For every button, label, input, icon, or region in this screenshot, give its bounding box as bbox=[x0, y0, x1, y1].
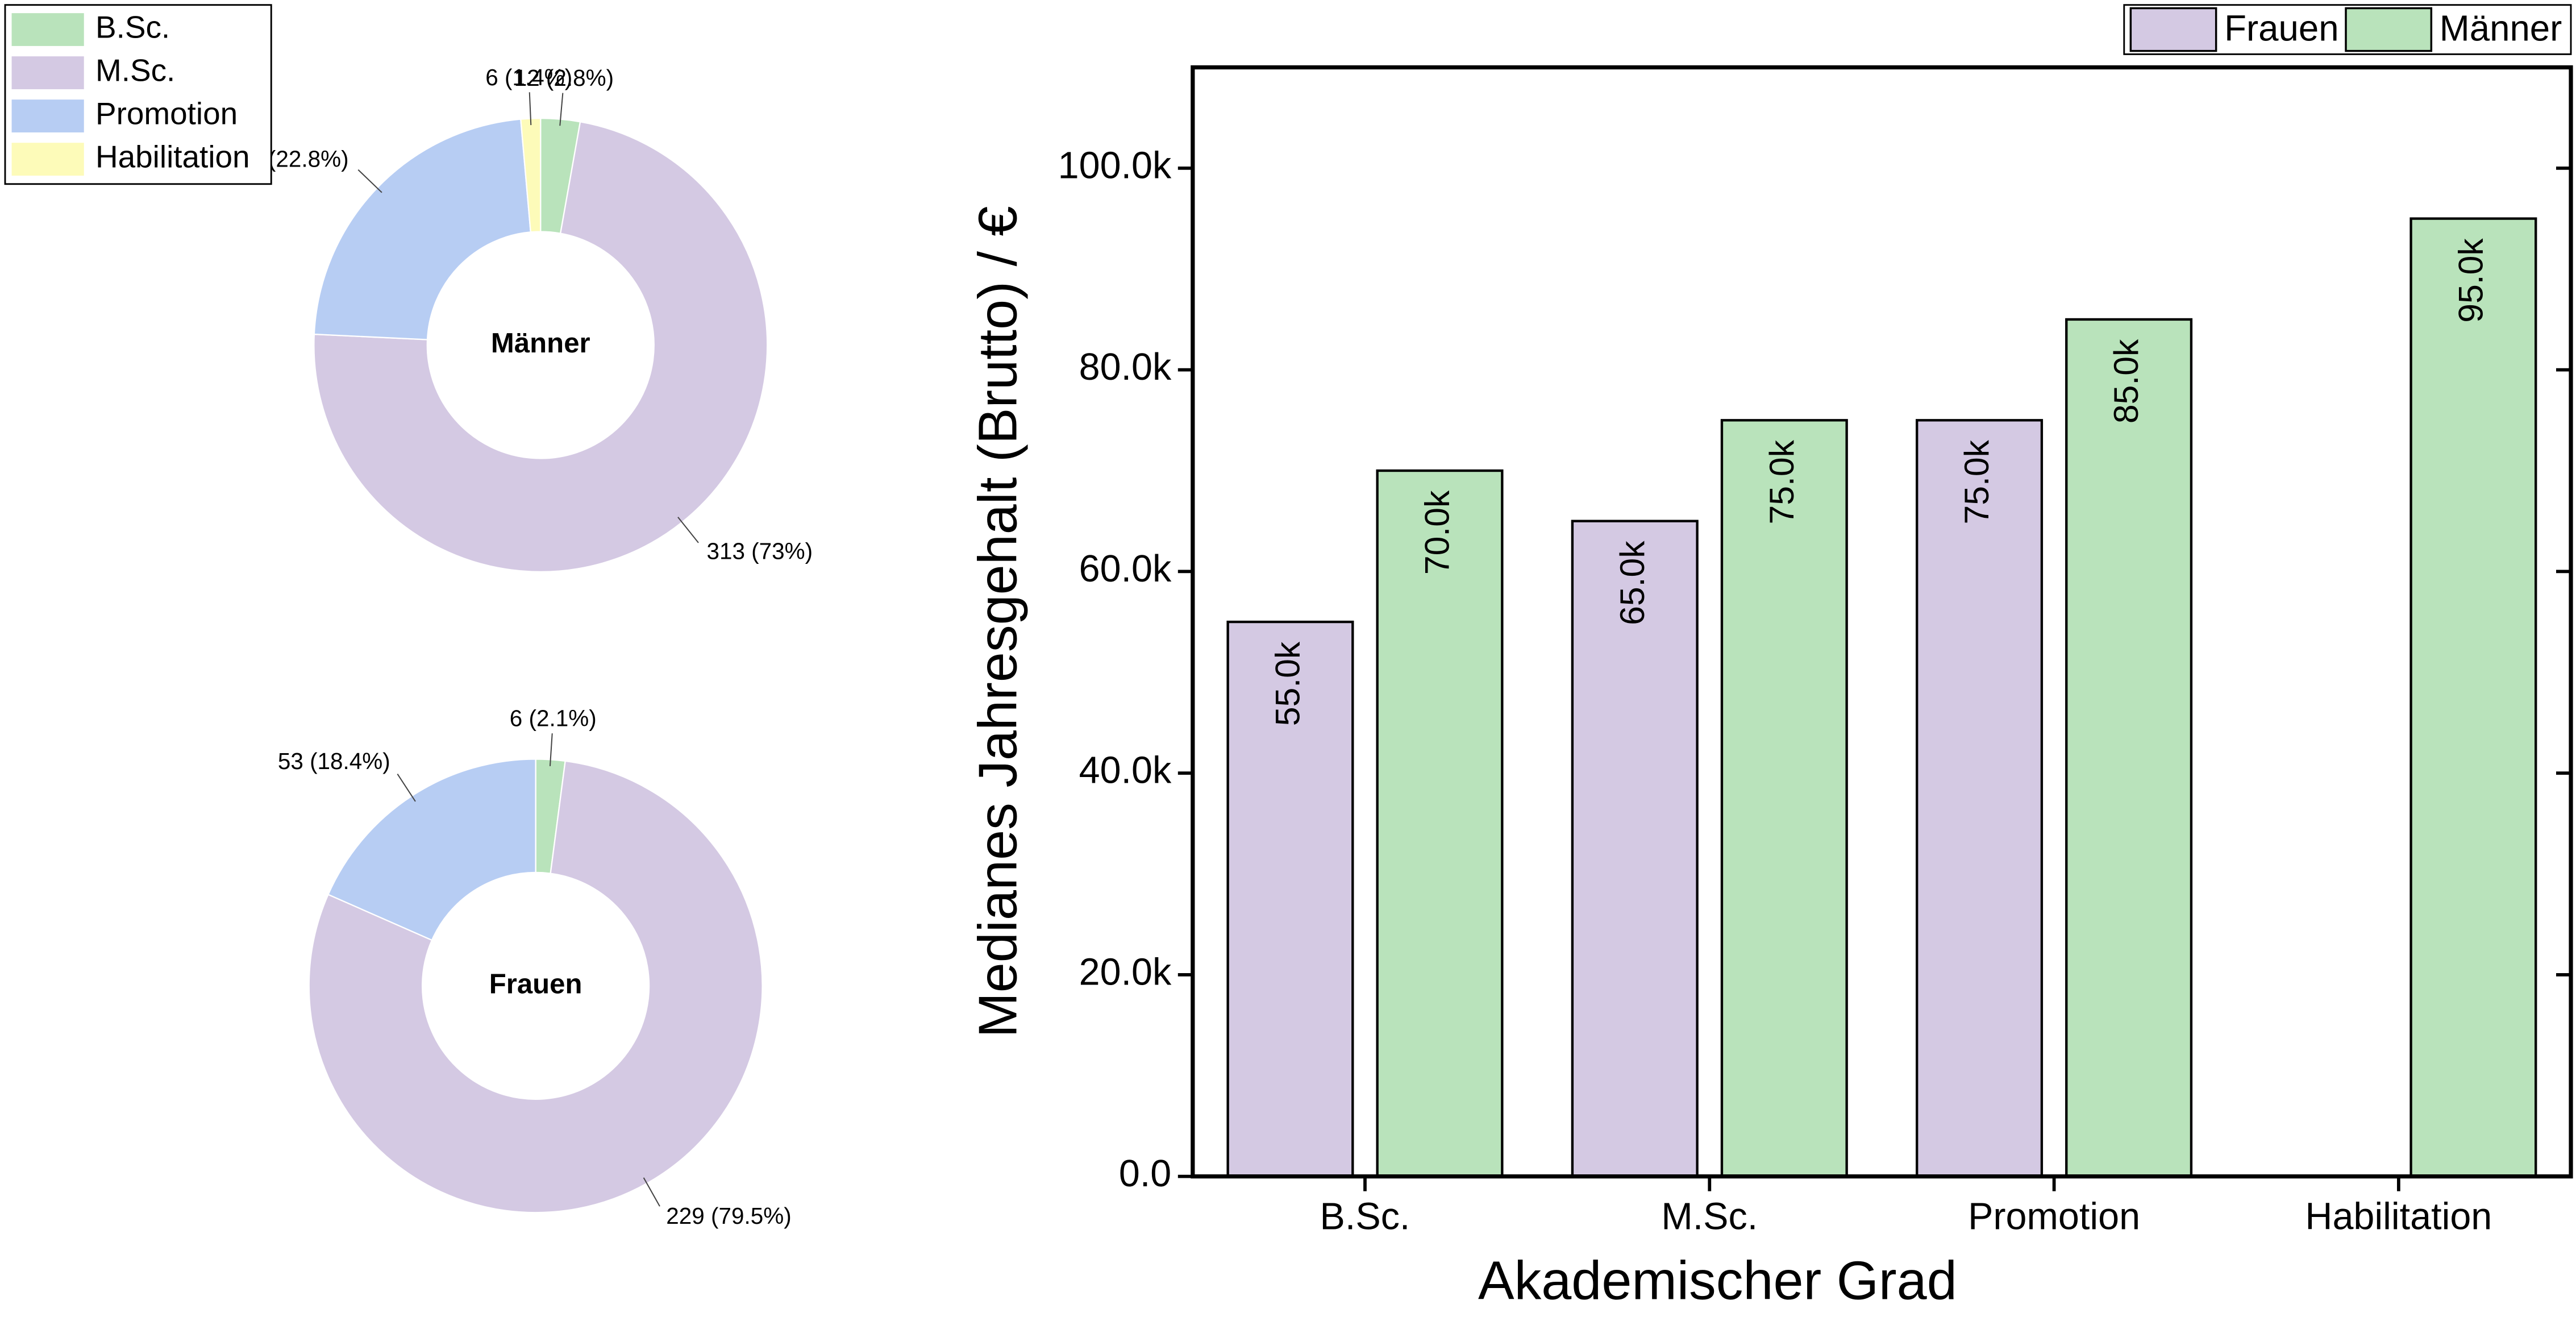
leader-line bbox=[559, 93, 564, 126]
bar bbox=[2409, 217, 2537, 1178]
bar bbox=[1571, 520, 1699, 1178]
leader-line bbox=[528, 92, 532, 126]
value-label: 313 (73%) bbox=[706, 538, 813, 564]
bar bbox=[1226, 620, 1354, 1178]
legend-label: B.Sc. bbox=[95, 10, 170, 45]
x-tick-label: M.Sc. bbox=[1661, 1195, 1758, 1237]
y-tick-label: 60.0k bbox=[1079, 548, 1172, 590]
legend-swatch bbox=[11, 99, 84, 132]
legend-swatch bbox=[11, 56, 84, 89]
y-tick-label: 0.0 bbox=[1119, 1153, 1171, 1195]
pie-slice bbox=[327, 758, 536, 941]
bar bbox=[1720, 419, 1848, 1178]
value-label: 85.0k bbox=[2107, 339, 2145, 423]
value-label: 6 (1.4%) bbox=[485, 64, 572, 90]
value-label: 70.0k bbox=[1418, 490, 1456, 575]
pie-slice bbox=[308, 760, 763, 1214]
legend-swatch bbox=[2345, 7, 2433, 52]
value-label: 12 (2.8%) bbox=[514, 65, 614, 91]
pie-slice bbox=[520, 117, 542, 233]
x-tick-label: B.Sc. bbox=[1320, 1195, 1410, 1237]
bar bbox=[2065, 318, 2193, 1178]
leader-line bbox=[397, 773, 416, 802]
legend-label: Habilitation bbox=[95, 139, 250, 175]
value-label: 65.0k bbox=[1613, 541, 1651, 625]
y-tick-label: 40.0k bbox=[1079, 750, 1172, 792]
x-tick-label: Promotion bbox=[1968, 1195, 2140, 1237]
leader-line bbox=[643, 1177, 660, 1207]
y-tick-label: 20.0k bbox=[1079, 951, 1172, 993]
pie-slice bbox=[313, 118, 532, 340]
legend-label: Frauen bbox=[2224, 9, 2338, 49]
pie-slice bbox=[313, 121, 768, 573]
value-label: 53 (18.4%) bbox=[278, 748, 390, 774]
x-axis-title: Akademischer Grad bbox=[1478, 1251, 1957, 1311]
plot-frame bbox=[1191, 65, 2573, 1179]
y-tick-label: 100.0k bbox=[1058, 144, 1172, 186]
x-tick-label: Habilitation bbox=[2305, 1195, 2492, 1237]
leader-line bbox=[549, 733, 553, 766]
legend-label: M.Sc. bbox=[95, 53, 175, 88]
y-axis-title: Medianes Jahresgehalt (Brutto) / € bbox=[968, 206, 1029, 1037]
pie-center-label: Männer bbox=[491, 328, 590, 359]
value-label: 75.0k bbox=[1957, 439, 1996, 524]
legend-swatch bbox=[2129, 7, 2217, 52]
value-label: 6 (2.1%) bbox=[510, 705, 597, 732]
y-tick-label: 80.0k bbox=[1079, 346, 1172, 388]
value-label: 75.0k bbox=[1762, 439, 1801, 524]
leader-line bbox=[357, 169, 382, 193]
legend-label: Promotion bbox=[95, 96, 238, 131]
leader-line bbox=[677, 517, 699, 543]
bar bbox=[1376, 469, 1504, 1178]
legend-swatch bbox=[11, 13, 84, 46]
legend-label: Männer bbox=[2440, 9, 2562, 49]
bar bbox=[1916, 419, 2044, 1178]
pie-center-label: Frauen bbox=[489, 969, 582, 999]
value-label: 55.0k bbox=[1268, 641, 1307, 726]
value-label: 95.0k bbox=[2451, 238, 2490, 323]
value-label: 229 (79.5%) bbox=[666, 1203, 791, 1229]
legend-swatch bbox=[11, 143, 84, 176]
